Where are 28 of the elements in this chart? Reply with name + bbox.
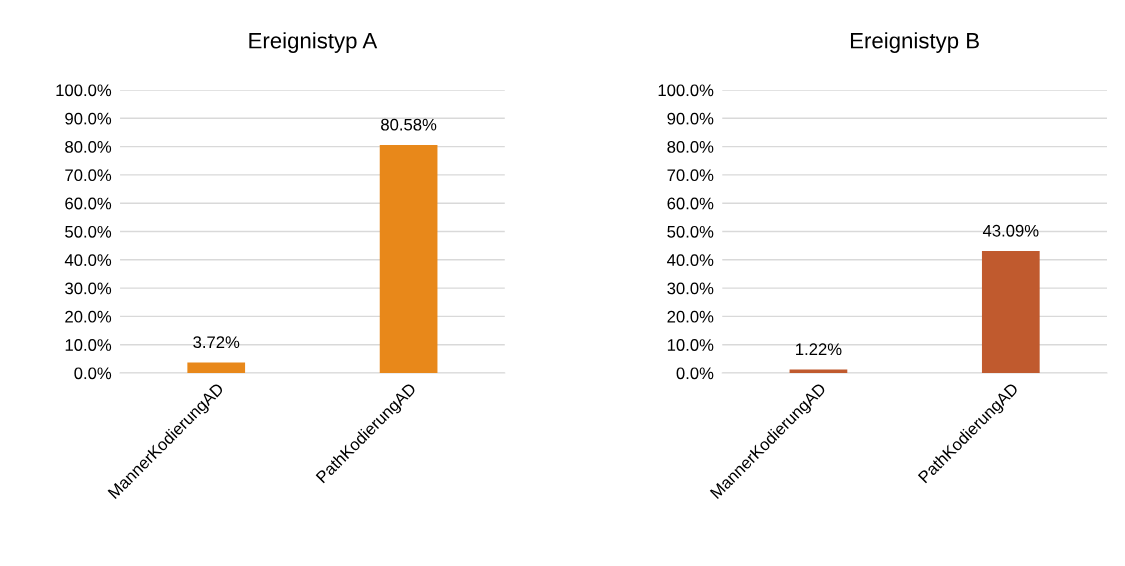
y-tick-label: 90.0% (667, 112, 714, 125)
data-label: 80.58% (381, 118, 437, 131)
data-label: 1.22% (796, 343, 842, 356)
chart-title: Ereignistyp B (850, 32, 979, 53)
y-tick-label: 20.0% (667, 310, 714, 323)
y-tick-label: 50.0% (65, 225, 112, 238)
y-tick-label: 40.0% (667, 254, 714, 266)
y-tick-label: 40.0% (64, 254, 112, 266)
y-tick-label: 50.0% (667, 225, 714, 238)
data-label: 3.72% (193, 336, 240, 349)
y-tick-label: 0.0% (676, 367, 714, 380)
y-tick-label: 100.0% (56, 84, 112, 97)
y-tick-label: 70.0% (667, 169, 714, 182)
y-tick-label: 80.0% (65, 141, 112, 153)
data-label: 43.09% (982, 224, 1039, 237)
y-tick-label: 80.0% (667, 141, 714, 153)
y-tick-label: 60.0% (667, 197, 714, 210)
y-tick-label: 30.0% (65, 282, 112, 295)
y-tick-label: 20.0% (65, 310, 112, 323)
y-tick-label: 100.0% (658, 84, 714, 97)
y-tick-label: 30.0% (667, 282, 714, 295)
chart-title: Ereignistyp A (249, 32, 378, 53)
y-tick-label: 90.0% (65, 112, 112, 125)
y-tick-label: 70.0% (65, 169, 112, 182)
y-tick-label: 10.0% (65, 339, 112, 351)
y-tick-label: 0.0% (74, 367, 112, 380)
y-tick-label: 10.0% (667, 339, 714, 351)
y-tick-label: 60.0% (65, 197, 112, 210)
